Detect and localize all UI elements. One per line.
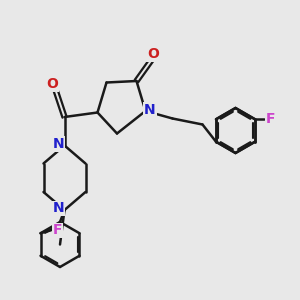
Text: O: O xyxy=(46,77,58,91)
Text: N: N xyxy=(53,202,64,215)
Text: F: F xyxy=(53,223,62,237)
Text: O: O xyxy=(147,47,159,61)
Text: N: N xyxy=(144,103,156,116)
Text: F: F xyxy=(266,112,275,126)
Text: N: N xyxy=(53,137,64,151)
